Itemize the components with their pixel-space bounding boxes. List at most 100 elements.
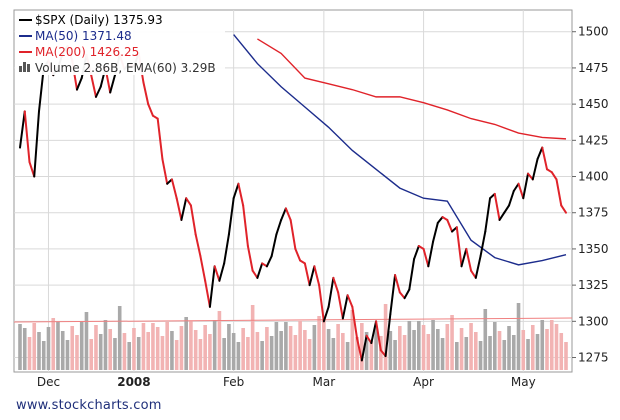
volume-bar (269, 336, 274, 370)
price-segment (251, 269, 259, 279)
price-segment (94, 85, 102, 98)
price-segment (422, 247, 430, 268)
volume-bar (89, 339, 94, 370)
volume-bar (478, 341, 483, 370)
price-segment (161, 158, 169, 185)
volume-bar (56, 322, 60, 370)
price-segment (147, 103, 154, 117)
volume-bar (203, 325, 207, 370)
price-segment (484, 197, 492, 233)
volume-bar (260, 341, 264, 370)
legend-volume-icon-bar-1 (19, 66, 22, 72)
volume-bar (46, 327, 51, 370)
volume-bar (236, 342, 241, 370)
price-segment (470, 269, 477, 279)
volume-bar (37, 332, 41, 370)
price-segment (75, 77, 83, 91)
price-segment (270, 233, 278, 258)
price-segment (341, 294, 349, 320)
price-segment (208, 265, 216, 308)
volume-bar (298, 321, 302, 370)
y-tick-label: 1400 (578, 170, 609, 184)
volume-bar (526, 339, 530, 370)
price-segment (156, 117, 164, 161)
volume-bar (113, 338, 117, 370)
price-segment (346, 294, 354, 308)
price-segment (375, 320, 382, 352)
volume-bar (32, 323, 37, 370)
price-segment (460, 247, 468, 268)
price-segment (550, 171, 558, 181)
price-segment (493, 192, 501, 221)
price-segment (284, 207, 292, 221)
volume-bar (265, 327, 269, 370)
volume-bar (279, 331, 283, 370)
volume-bar (60, 331, 65, 370)
price-segment (503, 204, 511, 214)
volume-bar (79, 321, 84, 370)
volume-bar (303, 330, 307, 370)
price-segment (265, 255, 273, 268)
price-segment (474, 255, 482, 279)
volume-bar (497, 331, 502, 370)
price-segment (227, 197, 235, 236)
volume-bar (336, 324, 340, 370)
price-segment (322, 305, 330, 323)
volume-bar (217, 311, 222, 370)
volume-bar (75, 335, 79, 370)
x-tick-label: 2008 (117, 375, 150, 389)
price-segment (370, 320, 378, 345)
legend: $SPX (Daily) 1375.93 MA(50) 1371.48 MA(2… (15, 11, 225, 75)
volume-bar (312, 325, 317, 370)
volume-bar (407, 321, 412, 370)
volume-ema-line (13, 317, 573, 323)
x-tick-label: Apr (413, 375, 434, 389)
volume-bar (516, 303, 521, 370)
price-segment (517, 182, 525, 200)
volume-bar (464, 337, 469, 370)
volume-bar (483, 309, 488, 370)
volume-bar (326, 329, 331, 370)
ma200-line (257, 38, 567, 140)
volume-bar (241, 328, 245, 370)
volume-bar (369, 341, 374, 370)
volume-bar (103, 320, 108, 370)
volume-bar (293, 335, 298, 370)
price-segment (246, 245, 254, 272)
volume-bar (127, 342, 131, 370)
volume-bar (170, 331, 174, 370)
volume-bar (455, 342, 459, 370)
x-tick-label: Mar (313, 375, 336, 389)
volume-bar (398, 326, 402, 370)
volume-bar (488, 336, 492, 370)
price-segment (23, 110, 31, 164)
price-segment (213, 265, 221, 282)
price-segment (398, 291, 406, 300)
volume-bar (530, 325, 535, 370)
volume-bar (70, 326, 75, 370)
price-segment (536, 146, 544, 161)
volume-bar (122, 333, 127, 370)
volume-bar (402, 335, 407, 370)
price-segment (356, 337, 363, 362)
y-tick-label: 1275 (578, 351, 609, 365)
price-segment (365, 334, 373, 345)
volume-bar (179, 326, 184, 370)
x-tick-label: Dec (37, 375, 60, 389)
volume-bar (51, 318, 56, 370)
volume-bars (13, 303, 573, 370)
volume-bar (231, 333, 236, 370)
volume-bar (450, 315, 454, 370)
volume-bar (350, 310, 355, 370)
price-segment (403, 288, 411, 300)
volume-bar (146, 332, 150, 370)
price-segment (498, 211, 506, 221)
volume-bar (564, 342, 568, 370)
volume-bar (345, 342, 350, 370)
price-segment (256, 262, 264, 279)
price-segment (223, 233, 230, 265)
volume-bar (132, 328, 136, 370)
price-segment (313, 265, 321, 287)
price-segment (479, 230, 487, 258)
axes: 1275 1300 1325 1350 1375 1400 1425 1450 1475 1500… (37, 25, 609, 389)
